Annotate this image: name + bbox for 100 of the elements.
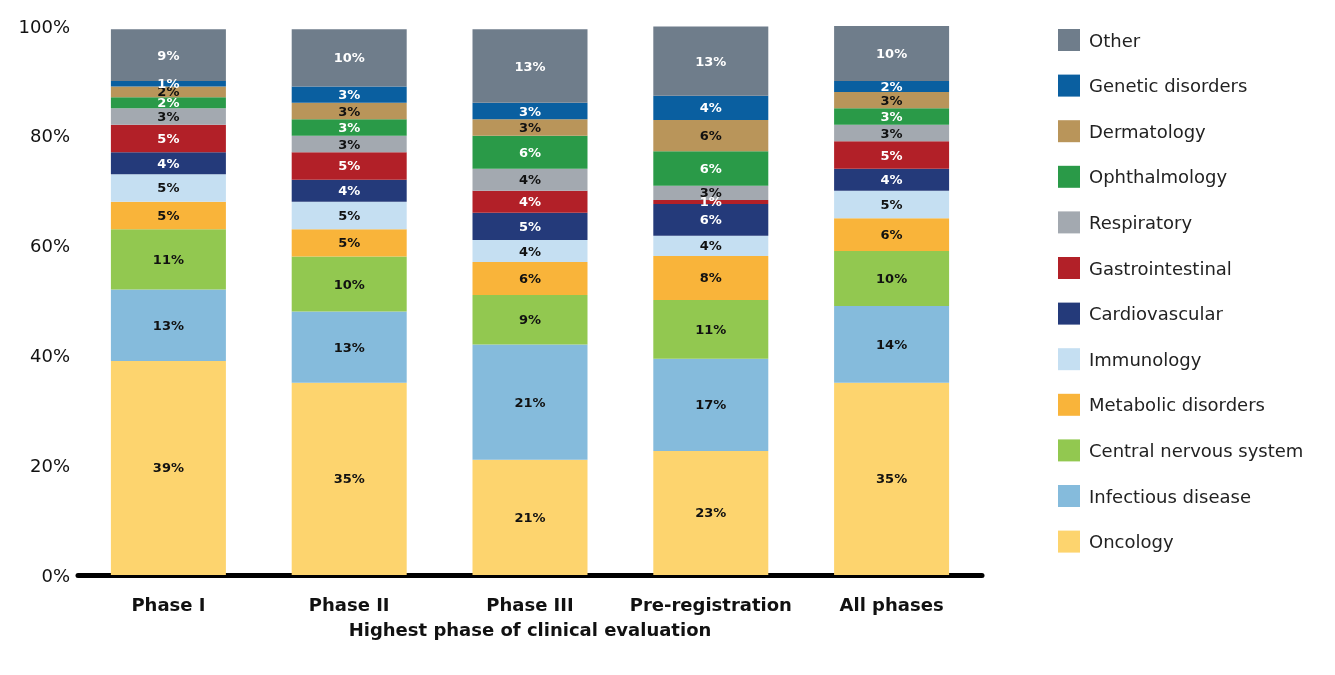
x-axis-title: Highest phase of clinical evaluation: [348, 618, 712, 640]
data-label: 6%: [699, 212, 722, 228]
data-label: 6%: [699, 160, 722, 176]
y-tick-label: 20%: [29, 454, 70, 476]
data-label: 11%: [695, 321, 727, 337]
bar: [110, 201, 226, 230]
bar: [472, 102, 588, 120]
data-label: 6%: [880, 227, 903, 243]
data-label: 17%: [695, 397, 727, 413]
bar: [653, 358, 769, 451]
data-label: 2%: [157, 95, 180, 111]
bar: [472, 212, 588, 241]
bar: [110, 152, 226, 175]
data-label: 4%: [518, 243, 542, 259]
data-label: 3%: [518, 103, 542, 119]
data-label: 5%: [157, 131, 180, 147]
data-label: 3%: [880, 125, 903, 141]
bar: [472, 119, 588, 136]
data-label: 39%: [152, 460, 184, 476]
data-label: 5%: [157, 207, 180, 223]
bar: [110, 108, 226, 125]
bar: [110, 229, 226, 290]
data-label: 5%: [338, 207, 361, 223]
bar: [291, 29, 407, 87]
data-label: 14%: [876, 336, 908, 352]
y-tick-label: 0%: [41, 564, 70, 586]
bar: [472, 168, 588, 191]
bar: [110, 97, 226, 109]
data-label: 5%: [338, 158, 361, 174]
bar: [834, 80, 950, 92]
legend-label: Metabolic disorders: [1089, 394, 1265, 416]
data-label: 9%: [518, 312, 542, 328]
bar: [834, 382, 950, 575]
data-label: 5%: [518, 218, 542, 234]
legend-label: Respiratory: [1089, 211, 1193, 233]
bar: [291, 86, 407, 103]
bar: [653, 26, 769, 96]
x-tick-label: Phase II: [308, 593, 390, 615]
legend-label: Immunology: [1089, 348, 1202, 370]
bar: [834, 91, 950, 109]
legend-label: Ophthalmology: [1089, 166, 1228, 188]
data-label: 5%: [157, 180, 180, 196]
data-label: 13%: [514, 58, 546, 74]
bar: [472, 459, 588, 575]
data-label: 21%: [514, 509, 546, 525]
data-label: 10%: [876, 271, 908, 287]
bar: [110, 289, 226, 361]
data-label: 3%: [880, 109, 903, 125]
bar: [653, 119, 769, 152]
data-label: 4%: [338, 183, 361, 199]
bar: [653, 151, 769, 186]
x-tick-label: Phase III: [486, 593, 574, 615]
bar: [472, 190, 588, 213]
data-label: 23%: [695, 505, 727, 521]
bar: [291, 229, 407, 257]
data-label: 3%: [338, 103, 361, 119]
x-tick-label: All phases: [839, 593, 944, 615]
data-label: 5%: [338, 235, 361, 251]
data-label: 4%: [699, 100, 722, 116]
y-tick-label: 100%: [18, 15, 70, 37]
bar: [291, 256, 407, 312]
bar: [291, 135, 407, 153]
data-label: 2%: [880, 78, 903, 94]
bar: [110, 124, 226, 153]
data-label: 4%: [518, 194, 542, 210]
bar: [472, 29, 588, 103]
data-label: 6%: [518, 271, 542, 287]
legend-label: Gastrointestinal: [1089, 257, 1232, 279]
data-label: 11%: [152, 251, 184, 267]
data-label: 21%: [514, 394, 546, 410]
data-label: 35%: [333, 471, 365, 487]
legend-label: Oncology: [1089, 531, 1174, 553]
bar: [472, 262, 588, 296]
data-label: 4%: [157, 155, 180, 171]
bar: [110, 29, 226, 81]
bar: [472, 344, 588, 460]
data-label: 13%: [333, 339, 365, 355]
data-label: 6%: [518, 144, 542, 160]
data-label: 3%: [338, 87, 361, 103]
bar: [834, 305, 950, 383]
x-tick-label: Pre-registration: [629, 593, 792, 615]
legend-label: Other: [1089, 29, 1141, 51]
bar: [653, 299, 769, 359]
data-label: 5%: [880, 196, 903, 212]
bar: [291, 152, 407, 180]
data-label: 6%: [699, 128, 722, 144]
y-tick-label: 40%: [29, 344, 70, 366]
bar: [834, 141, 950, 169]
legend-label: Genetic disorders: [1089, 75, 1248, 97]
bar: [291, 201, 407, 230]
bar: [653, 235, 769, 257]
data-label: 4%: [699, 238, 722, 254]
bar: [110, 360, 226, 575]
bar: [834, 108, 950, 125]
bar: [834, 190, 950, 219]
legend-label: Central nervous system: [1089, 439, 1304, 461]
bar: [653, 256, 769, 300]
bar: [472, 135, 588, 169]
legend-label: Dermatology: [1089, 120, 1207, 142]
bar: [834, 218, 950, 252]
